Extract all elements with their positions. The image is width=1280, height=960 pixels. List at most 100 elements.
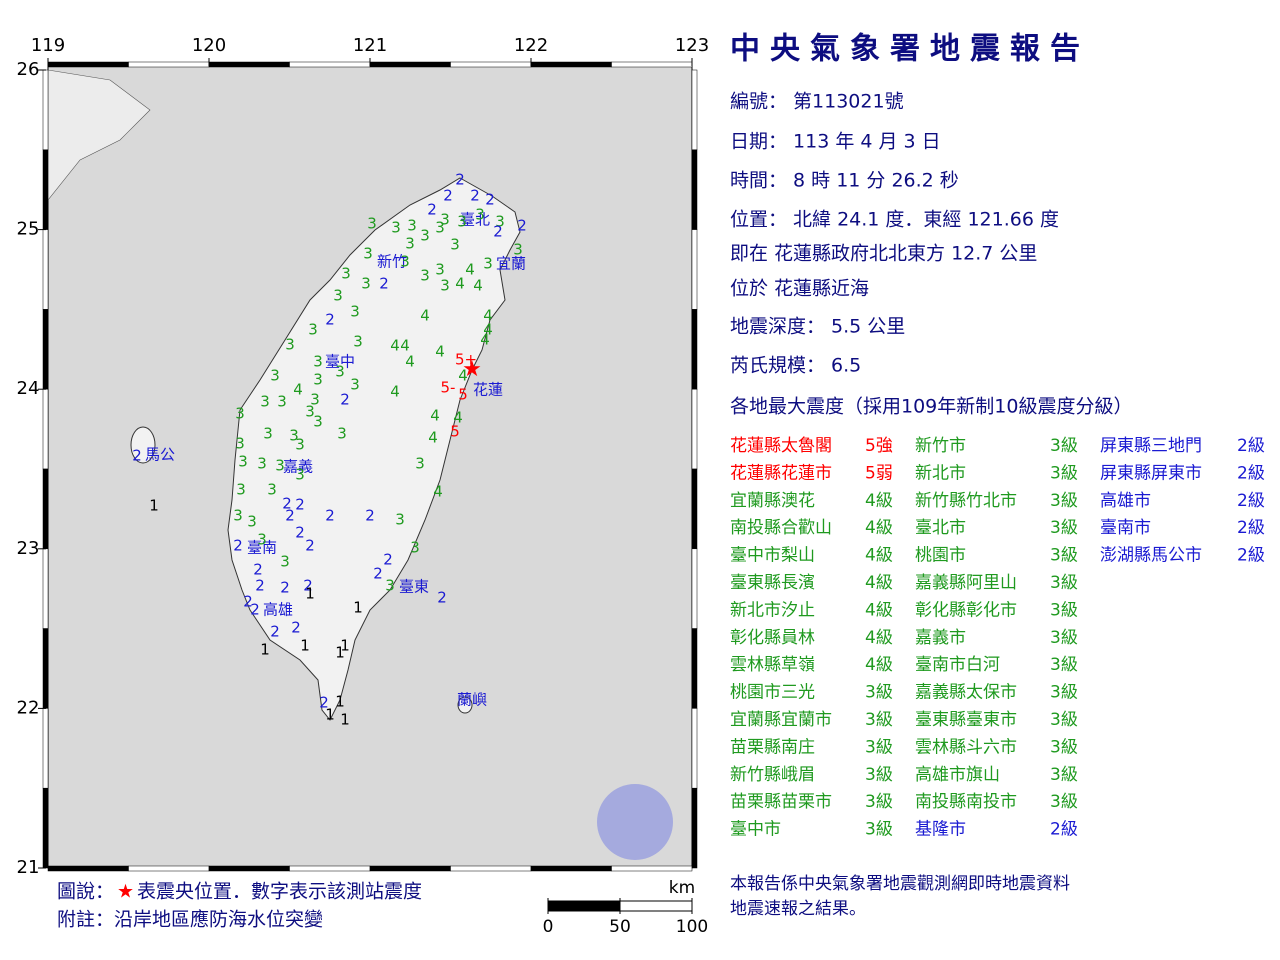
frame-bar <box>42 628 49 709</box>
place-label: 蘭嶼 <box>457 691 487 709</box>
station-level: 3級 <box>1050 463 1078 483</box>
station-intensity: 4 <box>483 321 493 339</box>
station-intensity: 4 <box>473 277 483 295</box>
station-intensity: 3 <box>295 436 305 454</box>
station-name: 花蓮縣花蓮市 <box>730 463 832 483</box>
frame-bar <box>289 61 371 68</box>
station-intensity: 3 <box>335 363 345 381</box>
station-name: 臺東縣臺東市 <box>915 710 1017 730</box>
station-intensity: 3 <box>457 213 467 231</box>
station-intensity: 3 <box>350 303 360 321</box>
station-intensity: 2 <box>443 187 453 205</box>
station-intensity: 3 <box>435 219 445 237</box>
station-intensity: 3 <box>440 277 450 295</box>
station-intensity: 2 <box>437 589 447 607</box>
station-name: 桃園市 <box>915 546 966 566</box>
frame-bar <box>47 865 129 872</box>
station-intensity: 1 <box>335 644 345 662</box>
station-name: 嘉義縣太保市 <box>915 683 1017 703</box>
scale-bar <box>547 900 621 912</box>
station-intensity: 2 <box>255 577 265 595</box>
station-level: 2級 <box>1237 546 1265 566</box>
scale-unit: km <box>669 878 695 898</box>
station-intensity: 3 <box>495 213 505 231</box>
scale-label: 50 <box>609 917 631 937</box>
station-intensity: 1 <box>325 706 335 724</box>
station-intensity: 2 <box>325 507 335 525</box>
frame-bar <box>691 388 698 470</box>
frame-bar <box>530 61 612 68</box>
station-intensity: 2 <box>285 507 295 525</box>
frame-bar <box>369 865 451 872</box>
station-level: 3級 <box>865 765 893 785</box>
station-intensity: 2 <box>280 579 290 597</box>
frame-bar <box>450 61 532 68</box>
station-intensity: 4 <box>483 307 493 325</box>
station-name: 花蓮縣太魯閣 <box>730 436 832 456</box>
station-intensity: 3 <box>440 211 450 229</box>
station-intensity: 2 <box>270 623 280 641</box>
station-name: 嘉義市 <box>915 628 966 648</box>
station-intensity: 3 <box>367 215 377 233</box>
station-level: 3級 <box>1050 683 1078 703</box>
station-name: 南投縣合歡山 <box>730 518 832 538</box>
place-label: 花蓮 <box>473 381 503 399</box>
place-label: 馬公 <box>145 446 175 464</box>
station-intensity: 2 <box>379 275 389 293</box>
station-intensity: 2 <box>493 223 503 241</box>
station-level: 2級 <box>1050 820 1078 840</box>
frame-bar <box>691 628 698 709</box>
station-intensity: 1 <box>149 497 159 515</box>
station-intensity: 3 <box>270 367 280 385</box>
station-intensity: 3 <box>395 511 405 529</box>
lon-tick-label: 123 <box>675 35 709 56</box>
station-name: 宜蘭縣宜蘭市 <box>730 710 832 730</box>
place-label: 宜蘭 <box>496 255 526 273</box>
station-intensity: 4 <box>480 331 490 349</box>
station-name: 屏東縣屏東市 <box>1100 463 1202 483</box>
station-intensity: 3 <box>361 275 371 293</box>
station-level: 3級 <box>865 683 893 703</box>
station-intensity: 2 <box>295 496 305 514</box>
station-level: 4級 <box>865 573 893 593</box>
station-level: 2級 <box>1237 436 1265 456</box>
station-intensity: 3 <box>450 236 460 254</box>
frame-bar <box>691 787 698 869</box>
station-level: 5強 <box>865 436 893 456</box>
frame-bar <box>369 61 451 68</box>
station-intensity: 3 <box>308 321 318 339</box>
station-level: 3級 <box>1050 655 1078 675</box>
station-level: 2級 <box>1237 463 1265 483</box>
station-intensity: 3 <box>313 353 323 371</box>
report-line: 地震深度： 5.5 公里 <box>730 316 905 338</box>
station-intensity: 4 <box>430 407 440 425</box>
station-name: 臺中市梨山 <box>730 546 815 566</box>
report-line: 芮氏規模： 6.5 <box>730 355 861 377</box>
scale-bar <box>619 900 693 912</box>
station-name: 高雄市 <box>1100 491 1151 511</box>
station-level: 5弱 <box>865 463 893 483</box>
lat-tick-label: 24 <box>17 378 40 399</box>
station-name: 彰化縣彰化市 <box>915 600 1017 620</box>
station-intensity: 1 <box>300 637 310 655</box>
station-name: 臺東縣長濱 <box>730 573 815 593</box>
station-intensity: 2 <box>325 311 335 329</box>
frame-bar <box>42 149 49 230</box>
frame-bar <box>691 229 698 310</box>
station-intensity: 3 <box>415 455 425 473</box>
station-level: 3級 <box>1050 573 1078 593</box>
report-line: 各地最大震度（採用109年新制10級震度分級） <box>730 396 1132 418</box>
station-name: 臺北市 <box>915 518 966 538</box>
station-name: 屏東縣三地門 <box>1100 436 1202 456</box>
frame-bar <box>208 61 290 68</box>
logo <box>597 784 673 860</box>
station-intensity: 1 <box>335 693 345 711</box>
station-name: 南投縣南投市 <box>915 792 1017 812</box>
station-intensity: 4 <box>458 367 468 385</box>
report-line: 日期： 113 年 4 月 3 日 <box>730 131 941 153</box>
station-intensity: 3 <box>333 287 343 305</box>
station-level: 3級 <box>1050 792 1078 812</box>
station-intensity: 4 <box>453 409 463 427</box>
station-intensity: 3 <box>337 425 347 443</box>
station-intensity: 4 <box>400 337 410 355</box>
